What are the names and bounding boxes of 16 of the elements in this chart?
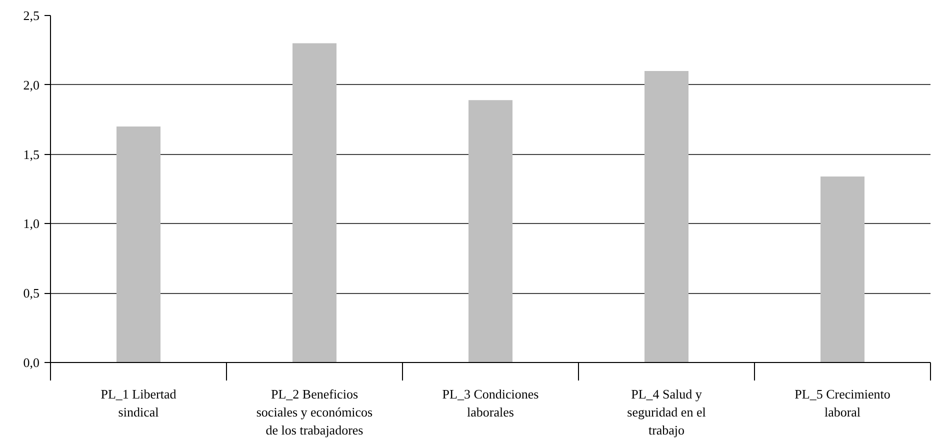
- y-tick-label: 0,5: [23, 286, 40, 301]
- x-tick-label: PL_3 Condiciones laborales: [442, 386, 539, 420]
- y-tick-label: 1,0: [23, 216, 40, 232]
- x-tick-label: PL_1 Libertad sindical: [100, 386, 177, 420]
- x-tick-label: PL_2 Beneficios sociales y económicos de los trabajadores: [256, 386, 373, 438]
- y-tick-label: 2,5: [23, 8, 40, 23]
- x-tick-label: PL_4 Salud y seguridad en el trabajo: [627, 386, 706, 438]
- bar: [468, 100, 512, 362]
- bar: [292, 43, 336, 362]
- bar: [116, 126, 160, 362]
- bar: [644, 71, 688, 362]
- x-tick-label: PL_5 Crecimiento laboral: [794, 386, 890, 420]
- y-tick-label: 0,0: [23, 355, 40, 370]
- y-tick-label: 1,5: [23, 146, 40, 162]
- y-tick-label: 2,0: [23, 77, 40, 92]
- bar: [820, 176, 864, 362]
